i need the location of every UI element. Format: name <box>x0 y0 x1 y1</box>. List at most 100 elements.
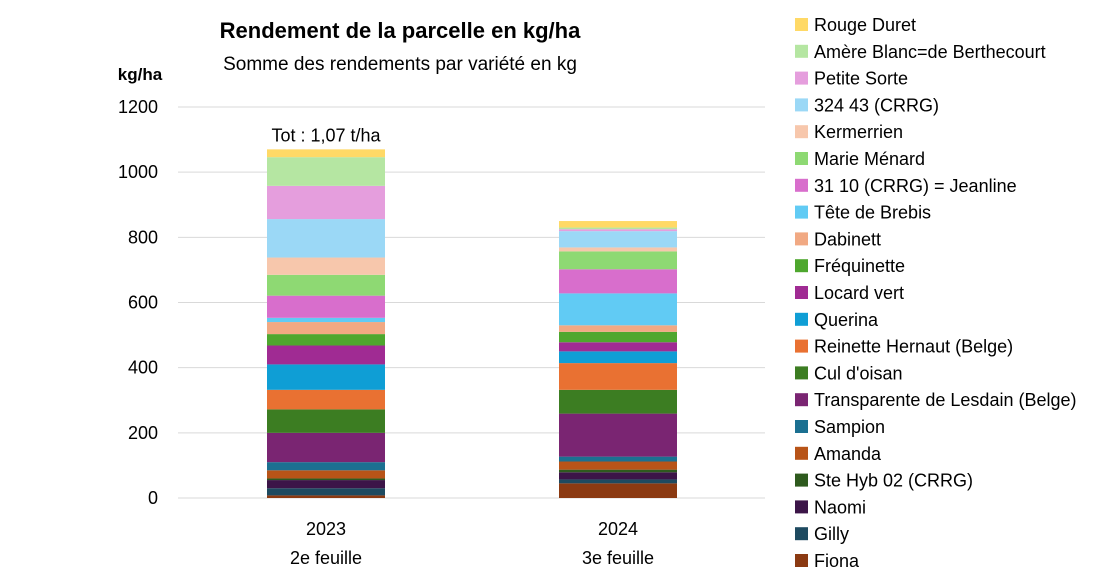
legend-label: 324 43 (CRRG) <box>814 95 939 115</box>
legend-swatch <box>795 286 808 299</box>
bar-segment <box>267 488 385 496</box>
bar-segment <box>559 461 677 470</box>
bar-segment <box>267 334 385 346</box>
legend-swatch <box>795 366 808 380</box>
legend-label: Amanda <box>814 444 882 464</box>
bar-segment <box>559 351 677 364</box>
y-axis-unit: kg/ha <box>118 65 163 84</box>
legend-swatch <box>795 259 808 273</box>
bar-segment <box>267 274 385 296</box>
legend-swatch <box>795 98 808 112</box>
legend-label: Amère Blanc=de Berthecourt <box>814 42 1046 62</box>
bar-segment <box>559 413 677 457</box>
legend-swatch <box>795 71 808 85</box>
bar-segment <box>559 469 677 473</box>
legend-swatch <box>795 44 808 58</box>
legend-label: Gilly <box>814 524 849 544</box>
legend-label: Sampion <box>814 417 885 437</box>
bar-segment <box>559 342 677 352</box>
y-tick-label: 600 <box>128 293 158 313</box>
legend-label: Dabinett <box>814 229 881 249</box>
legend-swatch <box>795 339 808 353</box>
legend-label: 31 10 (CRRG) = Jeanline <box>814 176 1017 196</box>
legend-swatch <box>795 554 808 567</box>
bar-segment <box>267 409 385 433</box>
bar-segment <box>267 149 385 158</box>
y-tick-label: 400 <box>128 358 158 378</box>
bar-segment <box>267 495 385 498</box>
legend-label: Kermerrien <box>814 122 903 142</box>
bar-segment <box>267 478 385 481</box>
legend-label: Cul d'oisan <box>814 363 903 383</box>
legend-swatch <box>795 393 808 407</box>
legend-label: Fiona <box>814 551 860 571</box>
x-category-label: 2024 <box>598 519 638 539</box>
legend-swatch <box>795 420 808 433</box>
y-tick-label: 1000 <box>118 162 158 182</box>
bar-segment <box>559 269 677 294</box>
bar-segment <box>267 480 385 489</box>
legend-label: Tête de Brebis <box>814 203 931 223</box>
bar-segment <box>559 389 677 414</box>
legend-label: Ste Hyb 02 (CRRG) <box>814 471 973 491</box>
legend-swatch <box>795 152 808 165</box>
chart-title: Rendement de la parcelle en kg/ha <box>220 18 581 43</box>
y-tick-label: 0 <box>148 488 158 508</box>
bar-segment <box>267 364 385 390</box>
legend-swatch <box>795 232 808 246</box>
bar-segment <box>267 462 385 471</box>
legend-label: Querina <box>814 310 879 330</box>
legend-swatch <box>795 527 808 541</box>
legend-label: Rouge Duret <box>814 15 916 35</box>
bar-segment <box>267 185 385 220</box>
bar-segment <box>559 221 677 228</box>
bar-segment <box>559 227 677 230</box>
bar-segment <box>559 472 677 480</box>
total-annotation: Tot : 1,07 t/ha <box>271 125 381 145</box>
x-category-sublabel: 3e feuille <box>582 548 654 568</box>
bar-segment <box>559 247 677 252</box>
legend-swatch <box>795 205 808 219</box>
bar-segment <box>559 293 677 326</box>
legend-swatch <box>795 312 808 326</box>
bar-segment <box>267 157 385 186</box>
legend-swatch <box>795 18 808 31</box>
bar-segment <box>559 229 677 232</box>
legend-label: Transparente de Lesdain (Belge) <box>814 390 1077 410</box>
bar-segment <box>559 479 677 484</box>
bar-segment <box>559 483 677 498</box>
bar-segment <box>267 470 385 479</box>
legend-swatch <box>795 125 808 139</box>
y-tick-label: 200 <box>128 423 158 443</box>
x-category-sublabel: 2e feuille <box>290 548 362 568</box>
bar-segment <box>267 295 385 318</box>
bar-segment <box>267 389 385 410</box>
bar-segment <box>267 317 385 323</box>
bar-segment <box>267 432 385 463</box>
legend-swatch <box>795 178 808 192</box>
legend-swatch <box>795 473 808 487</box>
x-category-label: 2023 <box>306 519 346 539</box>
legend-label: Reinette Hernaut (Belge) <box>814 337 1013 357</box>
legend-swatch <box>795 446 808 460</box>
y-tick-label: 1200 <box>118 97 158 117</box>
y-axis-ticks: 0 200 400 600 800 1000 1200 <box>118 97 158 508</box>
y-tick-label: 800 <box>128 227 158 247</box>
legend-label: Fréquinette <box>814 256 905 276</box>
bar-segment <box>559 325 677 332</box>
bar-stacks <box>267 149 677 498</box>
legend-label: Marie Ménard <box>814 149 925 169</box>
bar-segment <box>559 231 677 248</box>
legend-swatch <box>795 500 808 514</box>
bar-segment <box>267 219 385 258</box>
bar-segment <box>559 363 677 390</box>
x-axis-categories: 2023 2e feuille 2024 3e feuille <box>290 519 654 568</box>
chart-subtitle: Somme des rendements par variété en kg <box>223 54 577 75</box>
bar-segment <box>559 331 677 343</box>
bar-segment <box>559 251 677 270</box>
bar-segment <box>267 345 385 365</box>
bar-segment <box>267 257 385 275</box>
bar-segment <box>267 322 385 335</box>
legend-label: Petite Sorte <box>814 69 908 89</box>
